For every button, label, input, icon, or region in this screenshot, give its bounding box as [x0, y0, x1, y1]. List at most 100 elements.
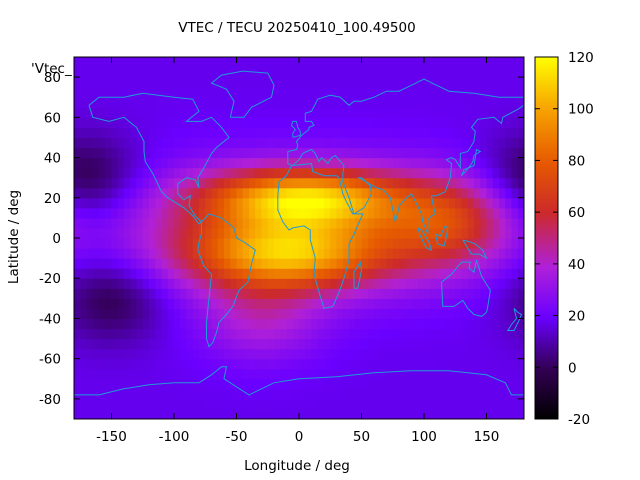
heatmap-cell [230, 338, 238, 350]
heatmap-cell [255, 408, 263, 419]
heatmap [74, 57, 524, 419]
heatmap-cell [424, 268, 431, 279]
heatmap-cell [167, 358, 175, 370]
heatmap-cell [124, 187, 131, 199]
heatmap-cell [474, 308, 481, 320]
heatmap-cell [299, 187, 306, 199]
heatmap-cell [217, 298, 225, 309]
heatmap-cell [380, 77, 388, 88]
heatmap-cell [99, 308, 106, 320]
heatmap-cell [167, 288, 175, 299]
heatmap-cell [374, 87, 381, 98]
heatmap-cell [455, 207, 463, 219]
heatmap-cell [317, 147, 325, 159]
heatmap-cell [186, 278, 194, 289]
heatmap-cell [505, 87, 513, 98]
heatmap-cell [467, 268, 475, 279]
heatmap-cell [149, 197, 156, 209]
heatmap-cell [492, 308, 500, 320]
heatmap-cell [130, 107, 138, 118]
heatmap-cell [361, 147, 369, 159]
heatmap-cell [405, 77, 413, 88]
heatmap-cell [480, 57, 488, 68]
heatmap-cell [111, 338, 119, 350]
heatmap-cell [424, 388, 431, 400]
chart-title: VTEC / TECU 20250410_100.49500 [178, 20, 415, 36]
heatmap-cell [180, 107, 188, 118]
heatmap-cell [305, 77, 313, 88]
heatmap-cell [286, 197, 294, 209]
heatmap-cell [349, 67, 356, 78]
coastline-sumatra [417, 227, 433, 251]
heatmap-cell [224, 207, 231, 219]
heatmap-cell [267, 398, 275, 410]
heatmap-cell [286, 107, 294, 118]
heatmap-cell [299, 248, 306, 259]
colorbar-tick-label: 120 [568, 50, 594, 66]
heatmap-cell [255, 167, 263, 179]
heatmap-cell [474, 117, 481, 128]
heatmap-cell [111, 288, 119, 299]
heatmap-cell [386, 137, 394, 149]
heatmap-cell [330, 268, 338, 279]
heatmap-cell [280, 298, 288, 309]
heatmap-cell [492, 187, 500, 199]
heatmap-cell [492, 318, 500, 330]
heatmap-cell [211, 107, 219, 118]
heatmap-cell [192, 278, 200, 289]
heatmap-cell [449, 97, 456, 108]
heatmap-cell [517, 97, 524, 108]
heatmap-cell [342, 248, 350, 259]
heatmap-cell [261, 197, 269, 209]
heatmap-cell [336, 227, 344, 239]
heatmap-cell [292, 268, 300, 279]
heatmap-cell [267, 77, 275, 88]
heatmap-cell [142, 238, 150, 249]
heatmap-cell [130, 227, 138, 239]
heatmap-cell [505, 288, 513, 299]
heatmap-cell [299, 157, 306, 169]
heatmap-cell [517, 378, 524, 390]
heatmap-cell [330, 107, 338, 118]
heatmap-cell [386, 217, 394, 229]
heatmap-cell [117, 77, 125, 88]
heatmap-cell [211, 97, 219, 108]
heatmap-cell [86, 318, 94, 330]
heatmap-cell [480, 398, 488, 410]
heatmap-cell [280, 167, 288, 179]
heatmap-cell [161, 127, 169, 139]
heatmap-cell [399, 197, 406, 209]
heatmap-cell [436, 268, 444, 279]
heatmap-cell [367, 328, 375, 340]
heatmap-cell [292, 217, 300, 229]
heatmap-cell [211, 408, 219, 419]
heatmap-cell [217, 388, 225, 400]
heatmap-cell [92, 318, 100, 330]
heatmap-cell [286, 358, 294, 370]
heatmap-cell [117, 97, 125, 108]
heatmap-cell [492, 97, 500, 108]
heatmap-cell [486, 308, 494, 320]
heatmap-cell [167, 117, 175, 128]
heatmap-cell [180, 227, 188, 239]
heatmap-cell [242, 97, 250, 108]
heatmap-cell [117, 318, 125, 330]
heatmap-cell [499, 157, 506, 169]
heatmap-cell [249, 398, 256, 410]
heatmap-cell [436, 318, 444, 330]
heatmap-cell [92, 258, 100, 269]
heatmap-cell [367, 207, 375, 219]
heatmap-cell [117, 187, 125, 199]
heatmap-cell [217, 197, 225, 209]
heatmap-cell [242, 298, 250, 309]
heatmap-cell [511, 57, 519, 68]
heatmap-cell [405, 378, 413, 390]
heatmap-cell [311, 328, 319, 340]
heatmap-cell [255, 318, 263, 330]
heatmap-cell [180, 328, 188, 340]
heatmap-cell [192, 328, 200, 340]
heatmap-cell [499, 107, 506, 118]
heatmap-cell [474, 388, 481, 400]
heatmap-cell [317, 127, 325, 139]
heatmap-cell [361, 177, 369, 189]
